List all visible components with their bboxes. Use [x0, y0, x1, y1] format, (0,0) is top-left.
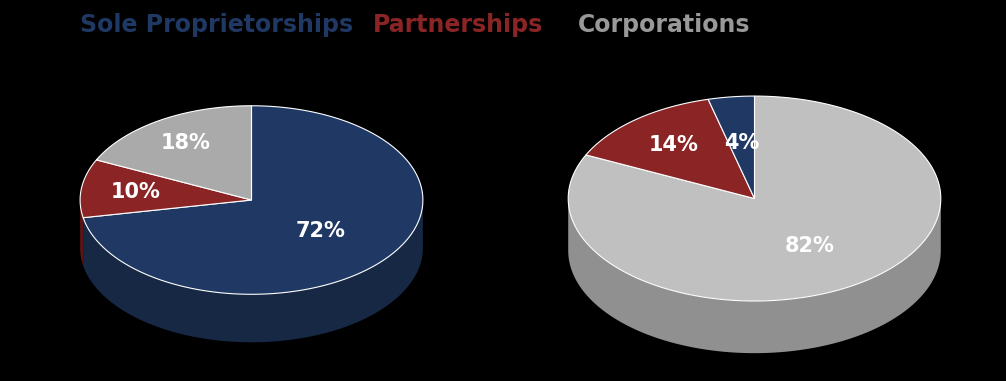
Text: 14%: 14%: [649, 135, 699, 155]
Polygon shape: [568, 96, 941, 301]
Text: 4%: 4%: [724, 133, 760, 153]
Polygon shape: [80, 160, 252, 218]
Text: 10%: 10%: [111, 182, 161, 202]
Polygon shape: [83, 106, 423, 294]
Text: Sole Proprietorships: Sole Proprietorships: [79, 13, 353, 37]
Text: 72%: 72%: [295, 221, 345, 241]
Polygon shape: [568, 199, 941, 353]
Text: Corporations: Corporations: [577, 13, 750, 37]
Polygon shape: [80, 200, 83, 266]
Polygon shape: [708, 96, 754, 199]
Polygon shape: [585, 99, 754, 199]
Polygon shape: [97, 106, 252, 200]
Text: 18%: 18%: [160, 133, 210, 153]
Text: 82%: 82%: [785, 236, 834, 256]
Polygon shape: [83, 202, 423, 342]
Text: Partnerships: Partnerships: [372, 13, 543, 37]
